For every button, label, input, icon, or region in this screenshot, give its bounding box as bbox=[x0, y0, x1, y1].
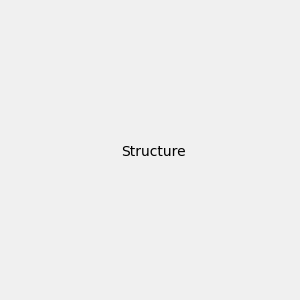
Text: Structure: Structure bbox=[122, 145, 186, 158]
